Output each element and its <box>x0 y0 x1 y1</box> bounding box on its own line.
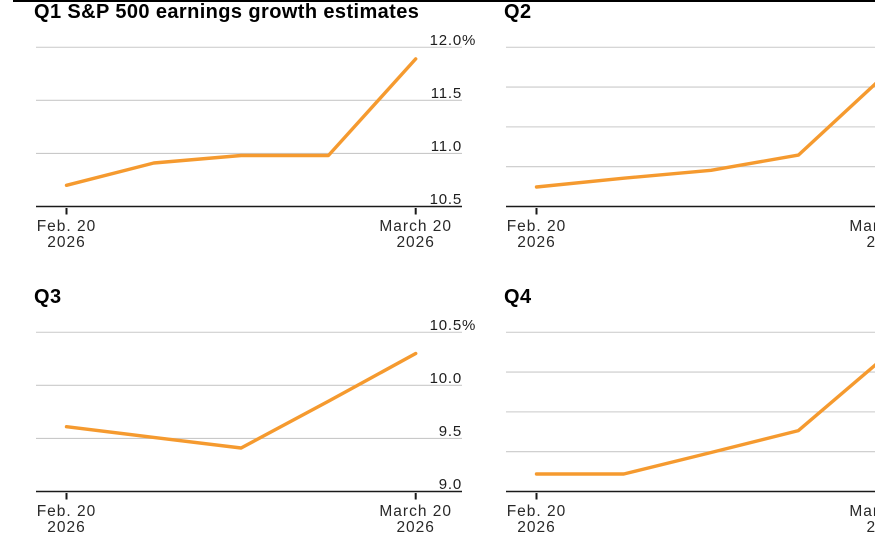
x-axis-label-line: 2026 <box>396 518 435 536</box>
top-rule <box>13 0 875 2</box>
x-axis-label-line: 2026 <box>396 233 435 251</box>
data-line <box>534 81 875 189</box>
line-chart <box>36 46 462 215</box>
panel-q3: Q3 9.0 9.5 10.0 10.5% Feb. 20 2026 March 20 2026 <box>0 285 475 545</box>
x-axis-label: Feb. 20 2026 <box>0 502 147 536</box>
x-axis-label: Feb. 20 2026 <box>457 217 617 251</box>
panel-q1: Q1 S&P 500 earnings growth estimates 10.5… <box>0 0 475 285</box>
x-axis-label-line: 2026 <box>47 233 86 251</box>
y-axis-label-value: 10.0 <box>429 369 462 387</box>
x-axis-label-line: March 20 <box>379 502 452 520</box>
panel-title: Q4 <box>504 286 532 308</box>
x-axis-label: Feb. 20 2026 <box>457 502 617 536</box>
x-axis-label-line: 2026 <box>47 518 86 536</box>
y-axis-label: 9.0 <box>439 477 478 492</box>
y-axis-label-suffix: % <box>462 31 477 49</box>
panel-title: Q3 <box>34 286 62 308</box>
y-axis-label-value: 9.5 <box>438 422 462 440</box>
line-chart <box>506 46 875 215</box>
y-axis-label-value: 11.5 <box>430 84 462 102</box>
x-axis-label-line: 2026 <box>517 518 556 536</box>
data-line <box>64 351 418 450</box>
y-axis-label: 10.5 <box>430 192 478 207</box>
y-axis-label: 9.5 <box>439 424 478 439</box>
x-axis-label-line: Feb. 20 <box>506 502 567 520</box>
y-axis-label: 11.0 <box>431 139 478 154</box>
x-axis-label: Feb. 20 2026 <box>0 217 147 251</box>
y-axis-label-value: 10.5 <box>429 191 462 208</box>
x-axis-label-line: Feb. 20 <box>506 217 567 235</box>
y-axis-label-value: 12.0 <box>429 31 462 49</box>
x-axis-label-line: March 20 <box>849 217 875 235</box>
y-axis-label: 12.0% <box>430 33 478 48</box>
y-axis-label-value: 11.0 <box>430 137 462 155</box>
panel-title: Q1 S&P 500 earnings growth estimates <box>34 1 420 23</box>
x-axis-label-line: March 20 <box>849 502 875 520</box>
y-axis-label: 10.5% <box>430 318 478 333</box>
y-axis-label: 11.5 <box>431 86 478 101</box>
x-axis-label-line: 2026 <box>517 233 556 251</box>
x-axis-label-line: Feb. 20 <box>36 502 97 520</box>
line-chart <box>36 331 462 500</box>
line-chart <box>506 331 875 500</box>
y-axis-label: 10.0 <box>430 371 478 386</box>
x-axis-label-line: 2026 <box>866 233 875 251</box>
x-axis-label-line: March 20 <box>379 217 452 235</box>
data-line <box>534 362 875 476</box>
x-axis-label-line: Feb. 20 <box>36 217 97 235</box>
data-line <box>64 57 418 188</box>
y-axis-label-value: 10.5 <box>429 316 462 334</box>
y-axis-label-suffix: % <box>462 316 477 334</box>
panel-title: Q2 <box>504 1 532 23</box>
y-axis-label-value: 9.0 <box>438 476 462 493</box>
x-axis-label-line: 2026 <box>866 518 875 536</box>
